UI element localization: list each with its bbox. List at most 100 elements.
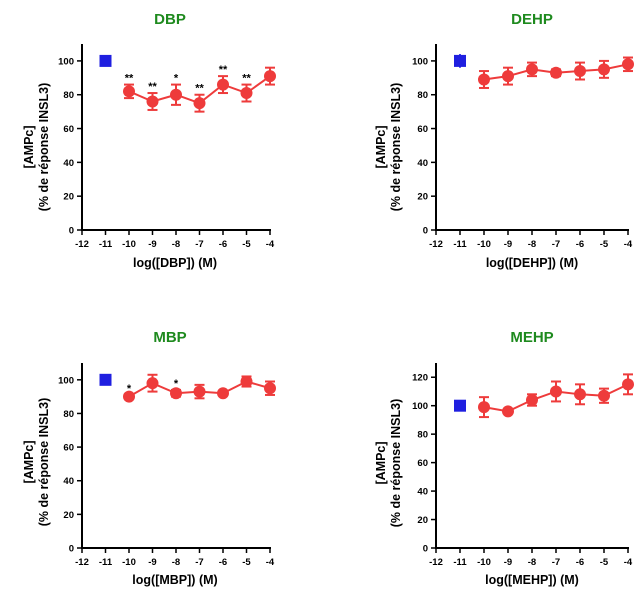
data-marks <box>454 54 634 89</box>
panel-title: MBP <box>153 329 186 346</box>
axes: 0 20 40 60 80 100 120 -12 -11 -10 -9 -8 -7 -6 -5 -4 <box>412 363 633 568</box>
data-point <box>193 97 206 110</box>
y-tick-label: 0 <box>69 544 74 555</box>
data-point <box>217 387 229 400</box>
panel-mbp: MBP [AMPc] (% de réponse INSL3) 0 20 40 60 8… <box>22 329 276 587</box>
significance-marker: * <box>127 383 132 395</box>
y-tick-label: 20 <box>63 510 74 521</box>
axes: 0 20 40 60 80 100 -12 -11 -10 -9 -8 -7 -6 -5 -4 <box>58 44 275 250</box>
y-axis-label-line2: (% de réponse INSL3) <box>389 399 403 528</box>
x-tick-label: -7 <box>552 239 560 250</box>
x-tick-label: -6 <box>219 557 227 568</box>
y-tick-label: 60 <box>63 124 74 135</box>
x-tick-label: -9 <box>504 557 512 568</box>
x-tick-label: -9 <box>148 239 156 250</box>
y-tick-label: 20 <box>63 192 74 203</box>
y-tick-label: 60 <box>417 124 428 135</box>
data-point <box>217 78 229 91</box>
y-tick-label: 60 <box>417 458 428 469</box>
control-point <box>454 54 466 67</box>
panel-dehp: DEHP [AMPc] (% de réponse INSL3) 0 20 40 60… <box>374 11 634 270</box>
data-point <box>598 63 610 76</box>
x-tick-label: -4 <box>624 239 633 250</box>
y-tick-label: 0 <box>69 226 74 237</box>
x-tick-label: -8 <box>172 557 180 568</box>
significance-marker: ** <box>242 73 251 85</box>
y-tick-label: 0 <box>423 544 428 555</box>
y-tick-label: 40 <box>417 487 428 498</box>
data-point <box>240 375 253 388</box>
x-tick-label: -12 <box>429 239 443 250</box>
axes: 0 20 40 60 80 100 -12 -11 -10 -9 -8 -7 -6 -5 -4 <box>58 363 275 568</box>
data-point <box>622 378 634 391</box>
x-tick-label: -7 <box>195 557 203 568</box>
x-tick-label: -5 <box>600 557 609 568</box>
x-tick-label: -5 <box>242 239 251 250</box>
x-tick-label: -11 <box>99 557 113 568</box>
data-point <box>598 389 610 402</box>
y-tick-label: 80 <box>417 430 428 441</box>
data-point <box>146 377 159 390</box>
significance-marker: ** <box>148 81 157 93</box>
y-tick-label: 100 <box>58 56 74 67</box>
x-tick-label: -12 <box>75 557 89 568</box>
significance-marker: ** <box>125 73 134 85</box>
x-tick-label: -5 <box>242 557 251 568</box>
data-point <box>526 63 538 76</box>
x-tick-label: -10 <box>122 239 136 250</box>
x-tick-label: -10 <box>477 239 491 250</box>
significance-marker: ** <box>195 83 204 95</box>
x-tick-label: -12 <box>75 239 89 250</box>
data-point <box>526 394 538 406</box>
x-axis-label: log([MEHP]) (M) <box>485 573 579 587</box>
data-point <box>264 382 276 395</box>
y-axis-label-line2: (% de réponse INSL3) <box>37 83 51 212</box>
data-point <box>264 70 276 83</box>
x-tick-label: -11 <box>453 239 467 250</box>
data-point <box>123 85 135 98</box>
y-tick-label: 100 <box>412 401 428 412</box>
y-axis-label-line1: [AMPc] <box>22 125 36 168</box>
data-point <box>123 390 135 403</box>
data-point <box>240 87 253 100</box>
x-tick-label: -7 <box>552 557 560 568</box>
y-tick-label: 80 <box>417 90 428 101</box>
panel-dbp: DBP [AMPc] (% de réponse INSL3) 0 20 40 60 8… <box>22 11 276 270</box>
data-point <box>550 385 562 398</box>
y-tick-label: 40 <box>417 158 428 169</box>
x-tick-label: -10 <box>477 557 491 568</box>
x-tick-label: -4 <box>266 239 275 250</box>
data-point <box>622 58 634 71</box>
y-tick-label: 60 <box>63 443 74 454</box>
x-tick-label: -9 <box>504 239 512 250</box>
control-point <box>99 373 112 386</box>
data-point <box>574 65 586 78</box>
y-tick-label: 40 <box>63 476 74 487</box>
data-point <box>550 66 562 79</box>
x-tick-label: -7 <box>195 239 203 250</box>
data-point <box>478 73 490 86</box>
x-axis-label: log([DBP]) (M) <box>133 256 217 270</box>
x-axis-label: log([DEHP]) (M) <box>486 256 578 270</box>
y-axis-label-line2: (% de réponse INSL3) <box>389 83 403 212</box>
y-tick-label: 40 <box>63 158 74 169</box>
significance-marker: ** <box>219 64 228 76</box>
y-axis-label-line2: (% de réponse INSL3) <box>37 398 51 527</box>
x-tick-label: -5 <box>600 239 609 250</box>
x-tick-label: -8 <box>528 557 536 568</box>
panel-title: MEHP <box>510 329 553 346</box>
axes: 0 20 40 60 80 100 -12 -11 -10 -9 -8 -7 -6 -5 -4 <box>412 44 633 250</box>
control-point <box>454 399 466 412</box>
panel-title: DEHP <box>511 11 553 28</box>
y-axis-label-line1: [AMPc] <box>374 441 388 484</box>
x-tick-label: -10 <box>122 557 136 568</box>
y-tick-label: 120 <box>412 373 428 384</box>
x-tick-label: -4 <box>624 557 633 568</box>
data-marks: * * <box>99 373 276 403</box>
data-point <box>170 387 182 400</box>
x-tick-label: -11 <box>453 557 467 568</box>
panel-title: DBP <box>154 11 186 28</box>
x-tick-label: -6 <box>576 557 584 568</box>
x-tick-label: -4 <box>266 557 275 568</box>
